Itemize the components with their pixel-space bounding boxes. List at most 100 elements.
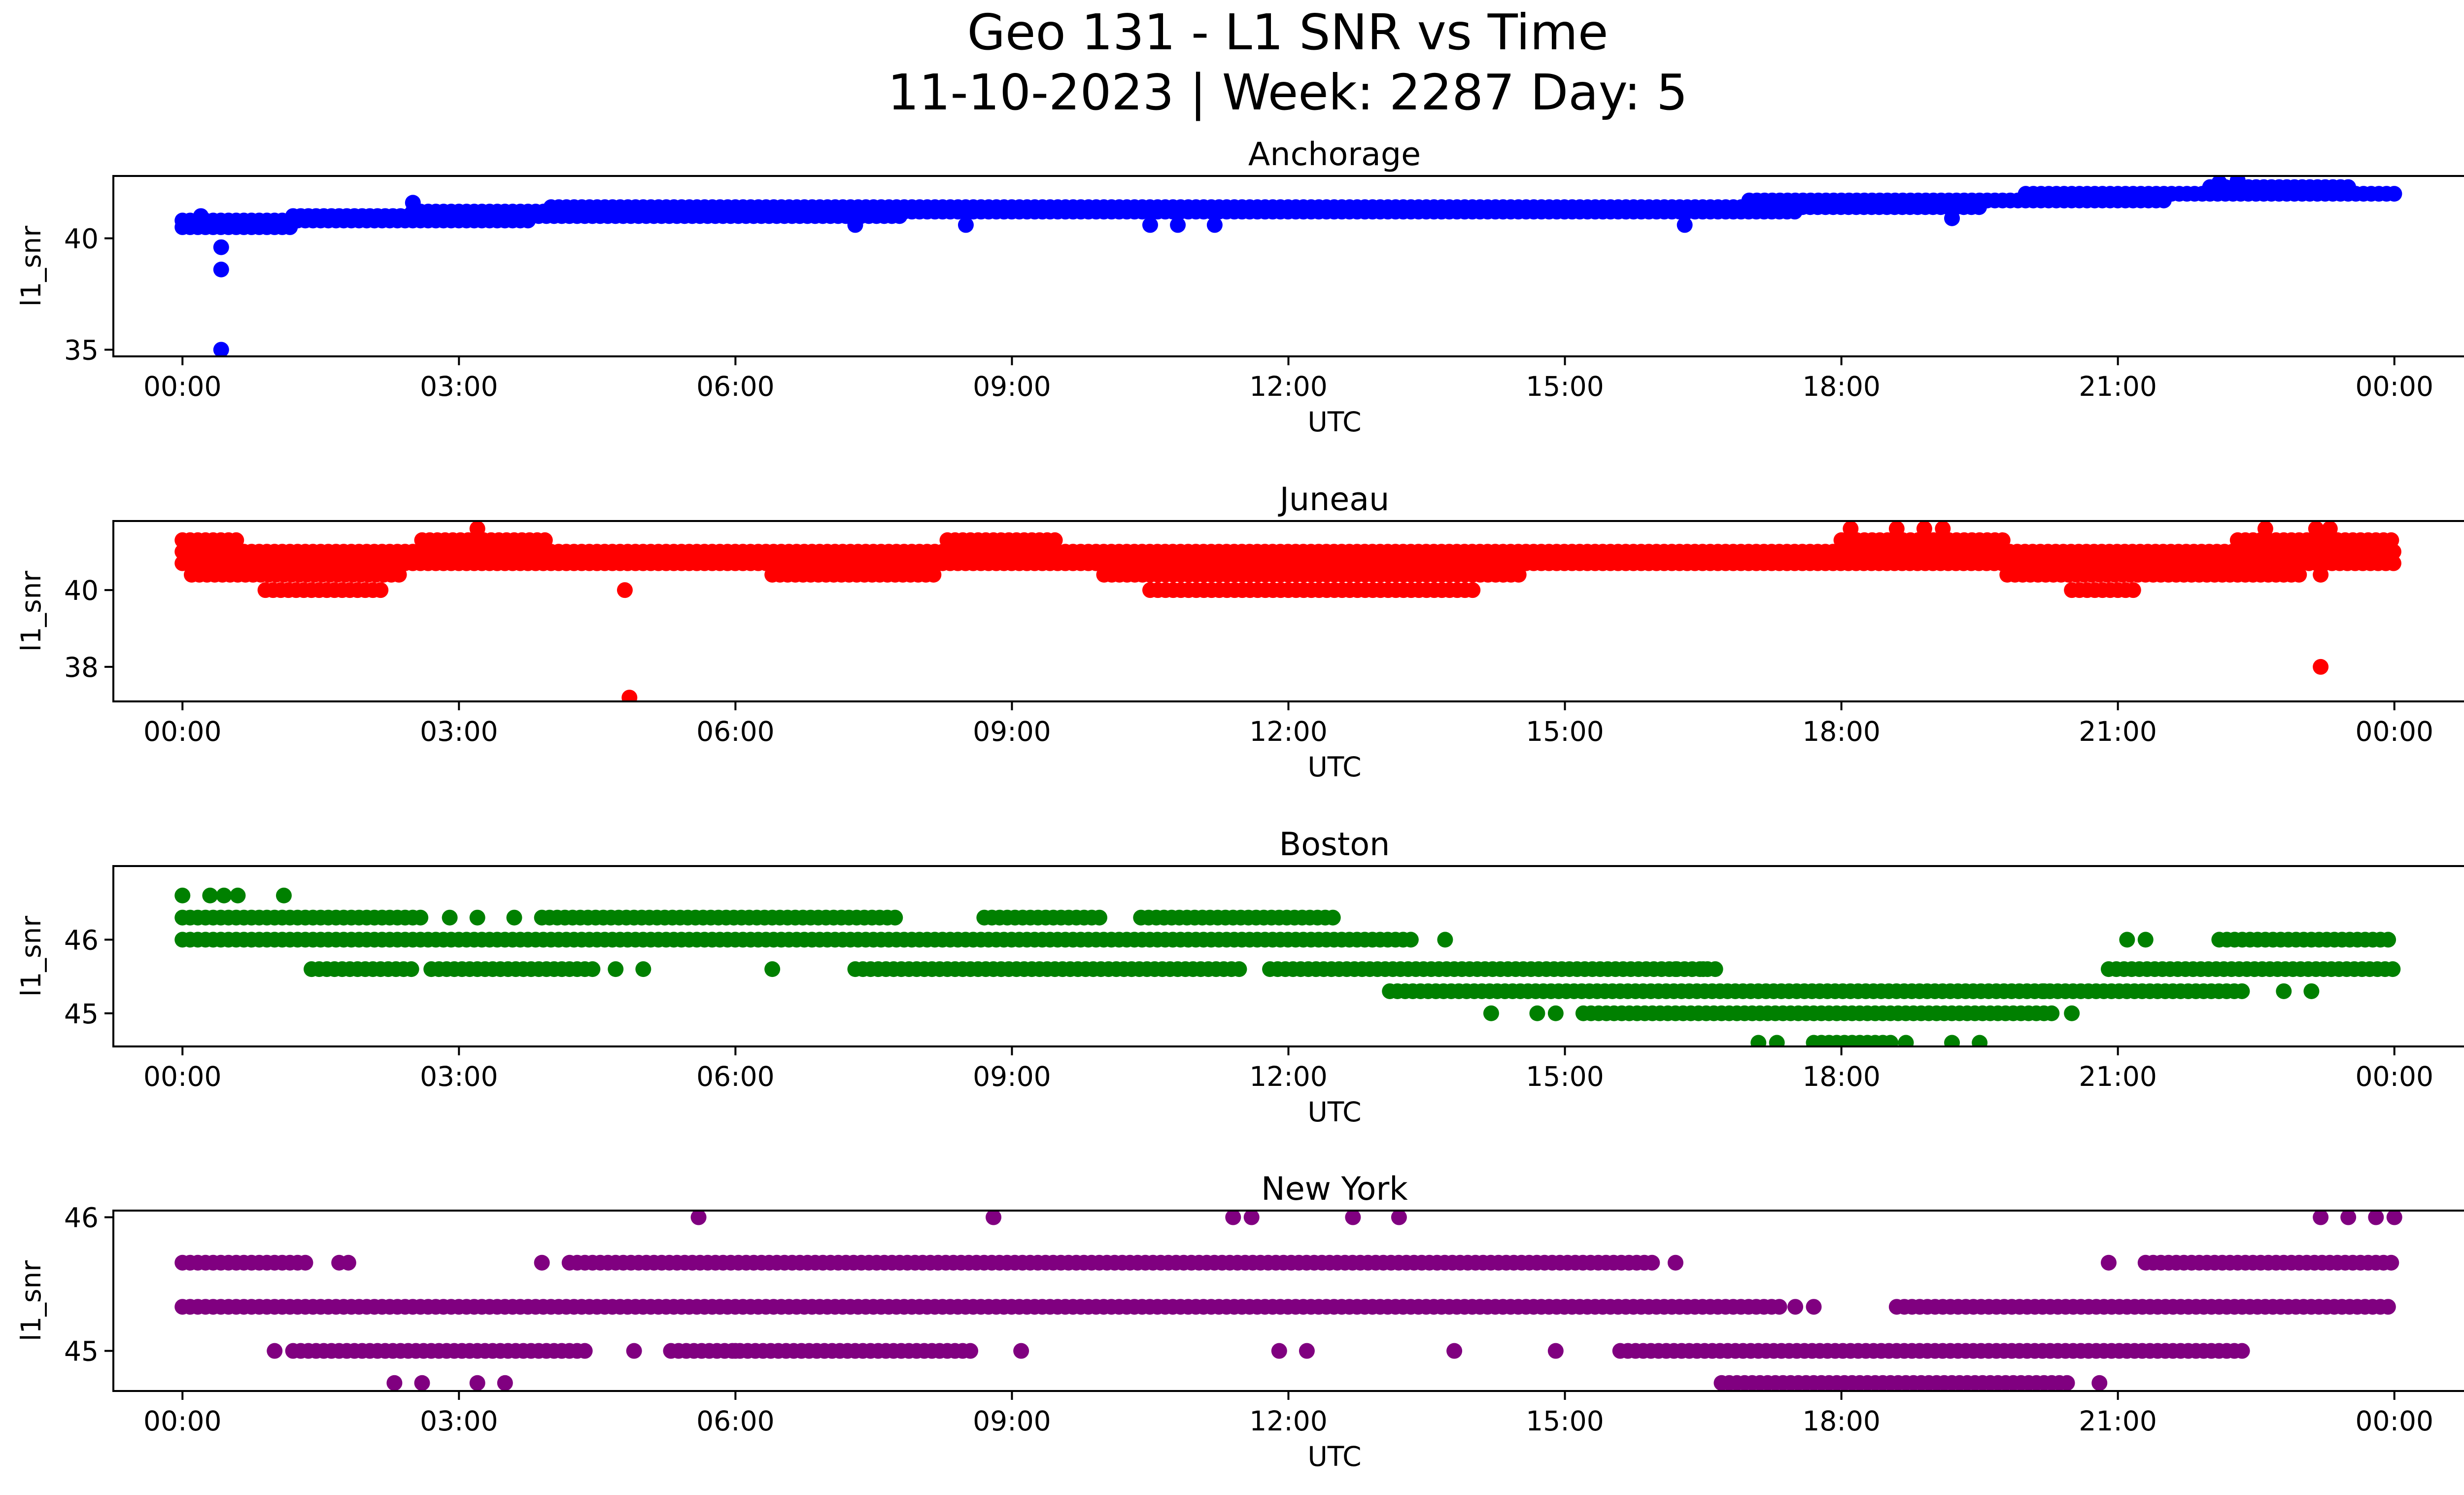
data-point <box>1547 1343 1564 1359</box>
data-point <box>216 887 232 904</box>
data-point <box>1882 1035 1899 1046</box>
data-point <box>2386 1211 2402 1225</box>
data-point <box>2303 983 2320 999</box>
data-point <box>230 887 246 904</box>
x-tick-label: 00:00 <box>143 1061 222 1092</box>
data-point <box>962 1343 979 1359</box>
x-tick-label: 15:00 <box>1526 1405 1604 1437</box>
data-point <box>414 1375 430 1391</box>
data-point <box>727 1343 744 1359</box>
x-tick-label: 21:00 <box>2079 1405 2157 1437</box>
data-point <box>2383 1254 2399 1271</box>
x-tick-label: 09:00 <box>973 371 1051 402</box>
x-tick-label: 15:00 <box>1526 1061 1604 1092</box>
x-tick-label: 18:00 <box>1802 1061 1881 1092</box>
data-point <box>1677 217 1693 233</box>
data-point <box>690 1211 707 1225</box>
x-tick-label: 03:00 <box>420 716 498 747</box>
x-tick-label: 03:00 <box>420 1061 498 1092</box>
data-point <box>2234 1343 2250 1359</box>
y-tick-label: 45 <box>64 998 99 1030</box>
data-point <box>340 1254 356 1271</box>
data-point <box>1403 932 1419 948</box>
data-point <box>2386 186 2402 202</box>
data-point <box>1437 932 1453 948</box>
figure-title-line2: 11-10-2023 | Week: 2287 Day: 5 <box>888 64 1687 121</box>
data-point <box>2234 983 2250 999</box>
data-point <box>1695 961 1711 977</box>
data-point <box>1972 1035 1988 1046</box>
data-point <box>1707 961 1723 977</box>
x-tick-label: 15:00 <box>1526 371 1604 402</box>
subplot-juneau: Juneau 00:00 03:00 06:00 09:00 12:00 15:00 18:0… <box>15 481 2464 783</box>
data-point <box>2380 1299 2396 1315</box>
x-tick-label: 12:00 <box>1249 1405 1328 1437</box>
x-tick-label: 21:00 <box>2079 371 2157 402</box>
x-tick-label: 00:00 <box>2355 371 2433 402</box>
axes-frame <box>112 520 2464 702</box>
data-point <box>1243 1211 1260 1225</box>
data-point <box>608 961 624 977</box>
x-axis-label: UTC <box>1307 1441 1361 1472</box>
x-axis-label: UTC <box>1307 751 1361 783</box>
data-point <box>297 1254 313 1271</box>
data-point <box>2313 659 2329 675</box>
data-point <box>1483 1005 1499 1021</box>
data-point <box>2308 521 2324 537</box>
data-point <box>213 342 229 356</box>
data-point <box>1944 1035 1960 1046</box>
data-point <box>403 961 419 977</box>
x-tick-label: 15:00 <box>1526 716 1604 747</box>
x-tick-label: 18:00 <box>1802 716 1881 747</box>
data-point <box>469 1375 485 1391</box>
data-point <box>2368 1211 2384 1225</box>
data-point <box>925 567 942 583</box>
data-point <box>506 909 522 926</box>
subplot-new-york: New York 00:00 03:00 06:00 09:00 12:00 15:00 18… <box>15 1171 2464 1472</box>
data-point <box>1231 961 1247 977</box>
subplot-boston: Boston 00:00 03:00 06:00 09:00 12:00 15:00 18:0… <box>15 826 2464 1128</box>
data-point <box>1547 1005 1564 1021</box>
axes-frame <box>112 175 2464 357</box>
data-point <box>2291 567 2307 583</box>
data-point <box>1529 1005 1545 1021</box>
scatter-series <box>174 1211 2402 1391</box>
y-axis-label: l1_snr <box>15 226 47 307</box>
data-point <box>1935 521 1951 537</box>
data-point <box>1644 1254 1660 1271</box>
data-point <box>616 582 633 598</box>
data-point <box>1843 521 1859 537</box>
data-point <box>202 887 218 904</box>
data-point <box>412 909 429 926</box>
axes-frame <box>112 1210 2464 1392</box>
data-point <box>635 961 651 977</box>
figure-title-line1: Geo 131 - L1 SNR vs Time <box>967 3 1608 61</box>
data-point <box>2100 1254 2117 1271</box>
x-tick-label: 12:00 <box>1249 1061 1328 1092</box>
data-point <box>2385 544 2401 560</box>
data-point <box>2036 983 2053 999</box>
subplot-anchorage: Anchorage 00:00 03:00 06:00 09:00 12:00 15:00 1… <box>15 136 2464 438</box>
data-point <box>958 217 974 233</box>
x-tick-label: 09:00 <box>973 716 1051 747</box>
data-point <box>1510 567 1527 583</box>
data-point <box>405 195 421 211</box>
y-tick-label: 40 <box>64 223 99 255</box>
x-tick-label: 12:00 <box>1249 371 1328 402</box>
x-tick-label: 00:00 <box>2355 1061 2433 1092</box>
x-axis-label: UTC <box>1307 406 1361 438</box>
data-point <box>1465 582 1481 598</box>
y-axis-label: l1_snr <box>15 916 47 997</box>
data-point <box>174 887 191 904</box>
scatter-series <box>174 521 2401 701</box>
data-point <box>267 1343 283 1359</box>
data-point <box>2322 521 2338 537</box>
x-tick-label: 09:00 <box>973 1061 1051 1092</box>
data-point <box>887 909 903 926</box>
subplot-title: Boston <box>1279 826 1390 863</box>
data-point <box>373 582 389 598</box>
data-point <box>2340 1211 2357 1225</box>
x-tick-label: 18:00 <box>1802 1405 1881 1437</box>
